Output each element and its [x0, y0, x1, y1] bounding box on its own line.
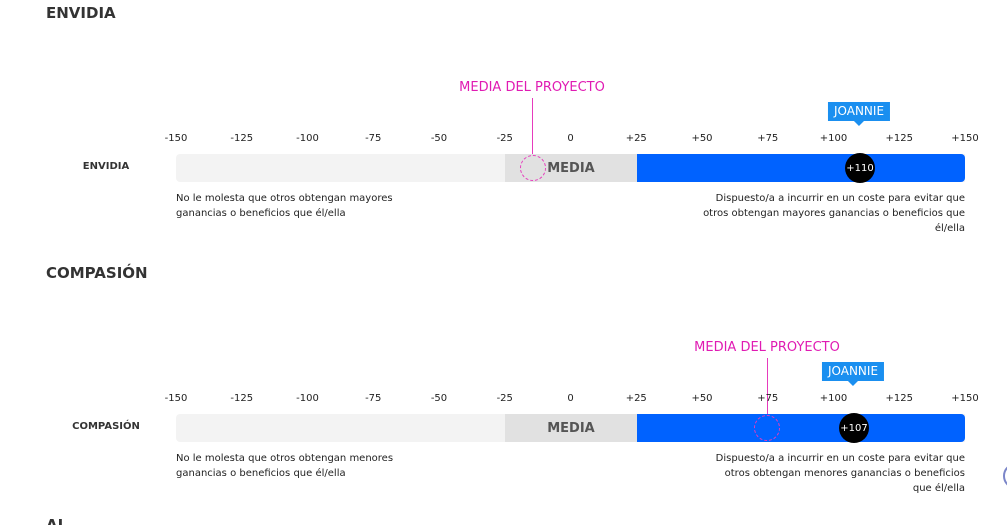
section-envidia: ENVIDIA MEDIA DEL PROYECTO JOANNIE -150 …: [0, 0, 1007, 260]
scale-tick: 0: [567, 393, 574, 404]
scale-tick: -25: [496, 393, 513, 404]
project-average-marker: [754, 415, 780, 441]
description-high: Dispuesto/a a incurrir en un coste para …: [715, 453, 965, 494]
scale-tick: -75: [365, 393, 382, 404]
description-low: No le molesta que otros obtengan menores…: [176, 453, 394, 479]
score-fill: [637, 154, 965, 182]
scale-tick: -125: [230, 133, 254, 144]
scale-tick: +100: [819, 393, 848, 404]
score-bar: MEDIA +107: [176, 413, 965, 443]
scale-tick: -25: [496, 133, 513, 144]
project-average-line: [767, 358, 768, 416]
score-fill: [637, 414, 965, 442]
project-average-line: [532, 98, 533, 156]
scale-tick: +150: [951, 393, 979, 404]
person-tag: JOANNIE: [821, 362, 885, 386]
media-zone: MEDIA: [505, 414, 637, 442]
scale-axis: -150 -125 -100 -75 -50 -25 0 +25 +50 +75…: [0, 393, 1007, 409]
scale-tick: +125: [885, 133, 913, 144]
description-low: No le molesta que otros obtengan mayores…: [176, 193, 393, 219]
scale-tick: +75: [757, 133, 779, 144]
section-title: ENVIDIA: [46, 4, 116, 22]
row-label: COMPASIÓN: [72, 421, 140, 432]
project-average-label: MEDIA DEL PROYECTO: [459, 80, 605, 95]
scale-tick: +125: [885, 393, 913, 404]
person-tag: JOANNIE: [827, 102, 891, 126]
scale-tick: 0: [567, 133, 574, 144]
scale-axis: -150 -125 -100 -75 -50 -25 0 +25 +50 +75…: [0, 133, 1007, 149]
project-average-label: MEDIA DEL PROYECTO: [694, 340, 840, 355]
scale-tick: +75: [757, 393, 779, 404]
scale-tick: -125: [230, 393, 254, 404]
section-compasion: COMPASIÓN MEDIA DEL PROYECTO JOANNIE -15…: [0, 260, 1007, 520]
score-marker: +107: [839, 413, 869, 443]
scale-tick: -75: [365, 133, 382, 144]
scale-tick: -150: [164, 133, 188, 144]
scale-tick: +25: [625, 133, 647, 144]
scale-tick: -50: [430, 133, 448, 144]
scale-tick: -150: [164, 393, 188, 404]
scale-tick: +100: [819, 133, 848, 144]
row-label: ENVIDIA: [82, 161, 130, 172]
score-marker: +110: [845, 153, 875, 183]
scale-tick: +50: [691, 133, 713, 144]
scale-tick: +25: [625, 393, 647, 404]
description-high: Dispuesto/a a incurrir en un coste para …: [703, 193, 965, 234]
scale-tick: -100: [296, 133, 319, 144]
project-average-marker: [520, 155, 546, 181]
section-title: COMPASIÓN: [46, 264, 148, 282]
next-section-title: AL...: [46, 516, 85, 525]
scale-tick: -100: [296, 393, 319, 404]
scale-tick: -50: [430, 393, 448, 404]
score-bar: MEDIA +110: [176, 153, 965, 183]
scale-tick: +50: [691, 393, 713, 404]
scale-tick: +150: [951, 133, 979, 144]
